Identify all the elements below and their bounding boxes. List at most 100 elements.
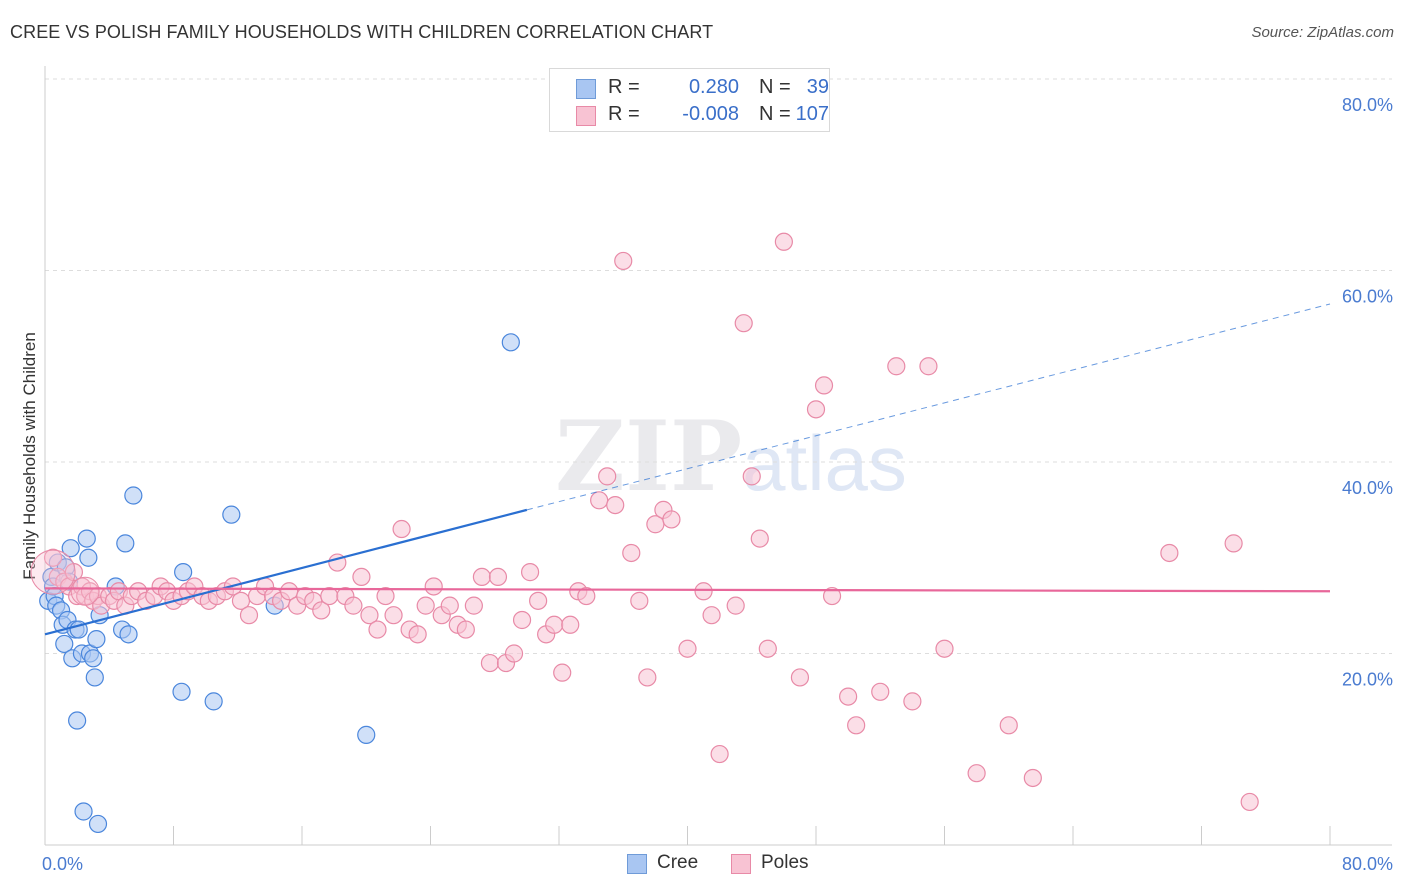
poles-point [734, 314, 753, 333]
cree-point [68, 711, 87, 730]
poles-point [1023, 768, 1042, 788]
grid [45, 78, 1392, 654]
cree-point [119, 625, 138, 644]
poles-point [806, 400, 826, 419]
cree-point [74, 802, 93, 821]
cree-point [174, 563, 193, 582]
poles-point [839, 687, 858, 706]
poles-point [919, 357, 938, 376]
poles-point [1240, 792, 1259, 812]
poles-point [967, 764, 986, 783]
poles-point [887, 357, 906, 376]
series-poles [30, 232, 1259, 812]
poles-point [561, 615, 580, 634]
poles-point [935, 639, 954, 658]
poles-point [352, 567, 371, 587]
cree-point [204, 692, 223, 711]
x-tick-label-max: 80.0% [1342, 854, 1393, 874]
poles-point [630, 591, 649, 610]
poles-point [368, 620, 387, 639]
cree-point [172, 682, 191, 701]
cree-point [77, 529, 96, 548]
trend-line-poles [44, 587, 1331, 593]
cree-point [357, 725, 376, 744]
cree-point [84, 649, 103, 668]
poles-point [360, 606, 379, 625]
poles-point [577, 586, 596, 606]
cree-point [124, 486, 143, 505]
poles-point [456, 620, 475, 639]
poles-point [1160, 543, 1179, 563]
cree-point [116, 534, 135, 553]
legend-r-label: R = [608, 103, 640, 125]
poles-point [30, 549, 76, 595]
poles-point [847, 716, 866, 735]
poles-point [239, 606, 259, 625]
poles-point [726, 596, 745, 615]
cree-point [61, 539, 80, 558]
legend-swatch-poles [576, 106, 596, 126]
legend-n-value: 39 [806, 76, 829, 98]
poles-point [638, 668, 657, 687]
x-tick-label-min: 0.0% [42, 854, 83, 874]
poles-point [614, 251, 633, 271]
chart-title: CREE VS POLISH FAMILY HOUSEHOLDS WITH CH… [10, 22, 714, 42]
poles-point [416, 596, 435, 615]
poles-point [871, 682, 890, 701]
legend-r-value: -0.008 [682, 103, 739, 125]
y-tick-label: 20.0% [1342, 670, 1393, 690]
poles-point [504, 644, 524, 663]
poles-point [758, 639, 777, 658]
poles-point [43, 548, 63, 567]
cree-point [87, 630, 106, 649]
poles-point [472, 567, 491, 587]
cree-point [88, 814, 108, 834]
legend-swatch-cree [576, 79, 596, 99]
poles-point [392, 519, 411, 539]
y-tick-label: 80.0% [1342, 95, 1393, 115]
poles-point [512, 610, 532, 630]
source-label: Source: ZipAtlas.com [1251, 24, 1394, 41]
poles-point [553, 663, 572, 682]
poles-point [590, 491, 609, 510]
poles-point [903, 692, 922, 711]
poles-point [1224, 534, 1243, 553]
poles-point [488, 567, 508, 587]
poles-point [702, 606, 721, 625]
cree-point [501, 333, 520, 352]
poles-point [520, 563, 540, 582]
poles-point [622, 543, 641, 563]
cree-point [85, 668, 104, 687]
poles-point [790, 668, 810, 687]
poles-point [440, 596, 459, 615]
poles-point [376, 586, 395, 606]
legend: R = 0.280 N = 39 R = -0.008 N = 107 [549, 68, 830, 132]
poles-point [774, 232, 793, 251]
y-tick-label: 60.0% [1342, 287, 1393, 307]
cree-point [79, 548, 98, 567]
legend-r-value: 0.280 [688, 76, 739, 98]
poles-point [606, 495, 625, 515]
bottom-legend-swatch-poles [731, 854, 751, 874]
poles-point [662, 510, 681, 529]
poles-point [384, 606, 403, 625]
trend-line-cree-extended [526, 303, 1331, 511]
axes [44, 66, 1392, 846]
poles-point [750, 529, 769, 548]
poles-point [598, 467, 617, 486]
bottom-legend-swatch-cree [627, 854, 647, 874]
legend-n-value: 107 [795, 103, 829, 125]
poles-point [70, 576, 100, 606]
bottom-legend-label-cree: Cree [657, 852, 699, 873]
cree-point [55, 634, 74, 654]
poles-point [529, 591, 548, 610]
poles-point [408, 625, 427, 644]
poles-point [999, 716, 1018, 735]
poles-point [424, 577, 443, 596]
poles-point [742, 467, 761, 486]
y-tick-label: 40.0% [1342, 478, 1393, 498]
poles-point [480, 653, 500, 673]
series-cree [39, 333, 520, 834]
legend-n-label: N = [759, 76, 791, 98]
